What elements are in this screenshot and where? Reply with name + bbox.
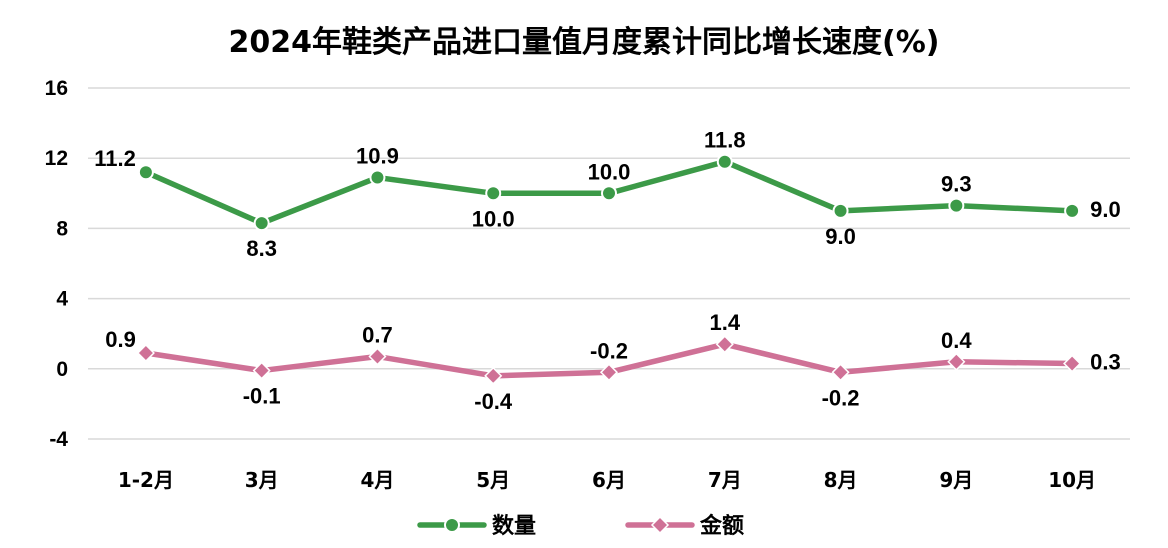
x-tick-label: 5月 xyxy=(476,468,510,492)
data-point-金额 xyxy=(831,363,850,382)
data-label: 11.8 xyxy=(704,128,746,153)
x-tick-label: 8月 xyxy=(824,468,858,492)
data-label: 0.4 xyxy=(941,328,972,353)
legend-label: 数量 xyxy=(492,513,536,539)
data-point-数量 xyxy=(948,197,965,214)
data-point-金额 xyxy=(599,363,619,382)
data-label: -0.4 xyxy=(474,389,513,414)
data-point-数量 xyxy=(253,215,270,232)
data-point-数量 xyxy=(369,169,386,186)
data-point-数量 xyxy=(601,185,617,202)
data-point-金额 xyxy=(252,361,271,380)
data-point-金额 xyxy=(368,347,387,366)
data-label: 8.3 xyxy=(246,236,277,261)
legend: 数量 金额 xyxy=(417,513,744,539)
legend-marker-金额 xyxy=(650,515,670,535)
data-point-金额 xyxy=(136,343,155,363)
data-label: 10.0 xyxy=(588,159,631,184)
data-label: 0.9 xyxy=(105,327,136,352)
data-label: -0.2 xyxy=(822,385,860,410)
data-point-金额 xyxy=(484,366,503,385)
y-tick-label: 0 xyxy=(56,358,68,381)
legend-marker-数量 xyxy=(444,517,460,533)
data-label: 9.3 xyxy=(941,172,972,197)
y-tick-label: -4 xyxy=(49,428,68,451)
chart-title: 2024年鞋类产品进口量值月度累计同比增长速度(%) xyxy=(229,25,940,60)
data-label: 9.0 xyxy=(1090,197,1121,222)
data-point-数量 xyxy=(137,164,154,181)
data-label: 1.4 xyxy=(709,310,740,335)
y-tick-label: 4 xyxy=(56,288,68,311)
data-point-数量 xyxy=(832,202,849,219)
y-tick-label: 12 xyxy=(45,147,68,170)
data-label: 9.0 xyxy=(825,224,856,249)
data-label: -0.1 xyxy=(243,384,281,409)
x-tick-label: 6月 xyxy=(592,468,626,492)
data-labels: 11.2 8.3 10.9 10.0 10.0 11.8 9.0 9.3 9.0 0.9 -0.1 0… xyxy=(94,128,1120,414)
data-label: 0.3 xyxy=(1090,350,1121,375)
data-point-金额 xyxy=(947,352,966,371)
data-label: 11.2 xyxy=(94,146,136,171)
x-tick-label: 3月 xyxy=(245,468,279,492)
x-tick-label: 10月 xyxy=(1048,468,1096,492)
data-point-数量 xyxy=(1064,202,1081,219)
y-axis-ticks: 16 12 8 4 0 -4 xyxy=(45,77,69,451)
x-tick-label: 1-2月 xyxy=(118,468,174,492)
y-tick-label: 16 xyxy=(45,77,68,100)
data-point-金额 xyxy=(715,335,734,354)
series-lines xyxy=(136,153,1082,385)
x-tick-label: 9月 xyxy=(939,468,973,492)
data-label: 10.9 xyxy=(356,144,399,169)
x-tick-label: 7月 xyxy=(708,468,742,492)
x-tick-label: 4月 xyxy=(360,468,394,492)
data-point-数量 xyxy=(716,153,733,170)
x-axis-ticks: 1-2月 3月 4月 5月 6月 7月 8月 9月 10月 xyxy=(118,468,1096,492)
data-point-金额 xyxy=(1063,354,1082,373)
data-label: 0.7 xyxy=(362,323,393,348)
y-tick-label: 8 xyxy=(56,217,68,240)
data-point-数量 xyxy=(485,185,502,202)
data-label: -0.2 xyxy=(590,338,628,363)
data-label: 10.0 xyxy=(472,206,515,231)
legend-label: 金额 xyxy=(699,513,744,539)
